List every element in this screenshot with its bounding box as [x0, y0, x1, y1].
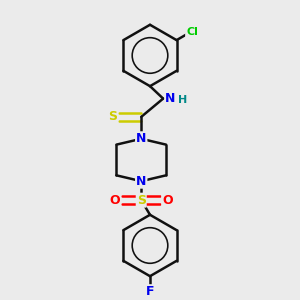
Text: Cl: Cl — [186, 27, 198, 37]
Text: O: O — [110, 194, 120, 207]
Text: N: N — [165, 92, 176, 105]
Text: S: S — [108, 110, 117, 123]
Text: N: N — [136, 175, 146, 188]
Text: F: F — [146, 285, 154, 298]
Text: S: S — [137, 194, 146, 207]
Text: N: N — [136, 132, 146, 145]
Text: O: O — [162, 194, 173, 207]
Text: H: H — [178, 95, 188, 105]
